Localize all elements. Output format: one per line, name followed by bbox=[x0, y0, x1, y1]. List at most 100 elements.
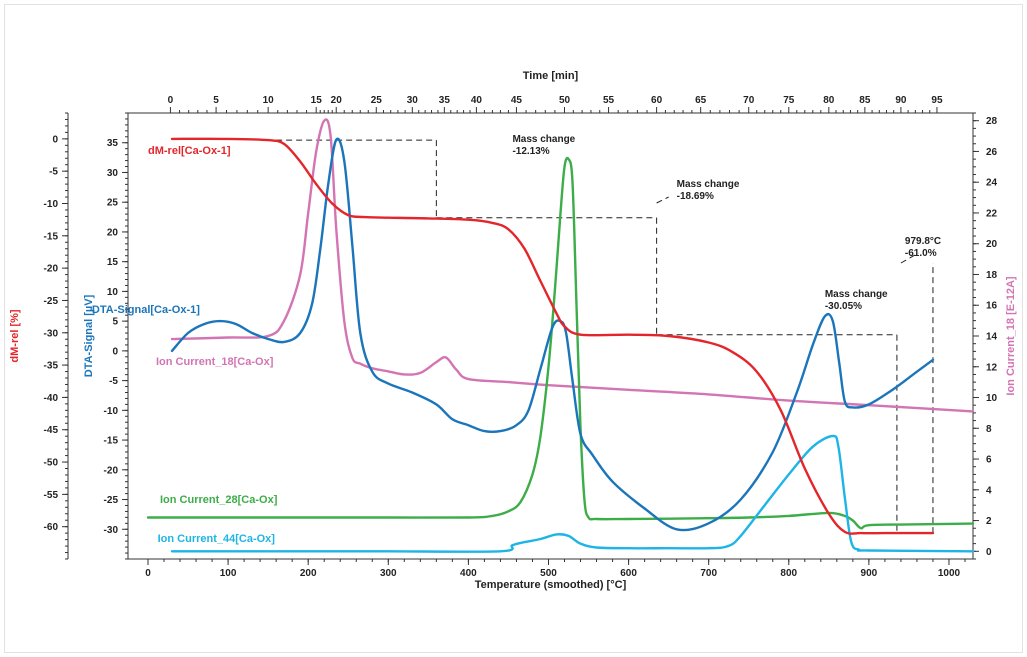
dta-tick-label: 15 bbox=[107, 257, 119, 268]
dm-tick-label: -40 bbox=[44, 393, 59, 404]
series-layer bbox=[146, 118, 975, 553]
chart-frame bbox=[4, 4, 1023, 653]
axes-layer: 0 100 200 300 400 500 600 700 800 900 1000Temperat… bbox=[9, 70, 1017, 591]
dm-tick-label: -5 bbox=[49, 167, 58, 178]
ion-tick-label: 28 bbox=[986, 116, 998, 127]
dm-tick-label: -10 bbox=[44, 199, 59, 210]
dta-tick-label: 25 bbox=[107, 198, 119, 209]
top-tick-label: 25 bbox=[371, 95, 383, 106]
dm-tick-label: -20 bbox=[44, 264, 59, 275]
annotation-line: -61.0% bbox=[905, 248, 937, 259]
ion-tick-label: 12 bbox=[986, 362, 998, 373]
x-tick-label: 200 bbox=[300, 568, 317, 579]
top-tick-label: 65 bbox=[695, 95, 707, 106]
ion-axis-title: Ion Current_18 [E-12A] bbox=[1005, 276, 1017, 396]
ion-tick-label: 10 bbox=[986, 393, 998, 404]
x-tick-label: 700 bbox=[700, 568, 717, 579]
series-label-dm-rel-ca-ox-1: dM-rel[Ca-Ox-1] bbox=[148, 145, 231, 157]
mass-change-guide bbox=[656, 196, 669, 204]
series-line-ion-current-18-ca-ox bbox=[170, 118, 975, 413]
dta-tick-label: -30 bbox=[104, 525, 119, 536]
ion-tick-label: 4 bbox=[986, 485, 992, 496]
top-tick-label: 35 bbox=[439, 95, 451, 106]
ion-tick-label: 20 bbox=[986, 239, 998, 250]
top-axis-title: Time [min] bbox=[523, 70, 579, 82]
mass-change-guide bbox=[900, 252, 919, 264]
ion-tick-label: 26 bbox=[986, 147, 998, 158]
ion-tick-label: 24 bbox=[986, 178, 998, 189]
dta-tick-label: 30 bbox=[107, 168, 119, 179]
ion-tick-label: 22 bbox=[986, 208, 998, 219]
top-tick-label: 5 bbox=[213, 95, 219, 106]
dta-axis-title: DTA-Signal [µV] bbox=[83, 294, 95, 377]
x-tick-label: 0 bbox=[145, 568, 151, 579]
x-tick-label: 1000 bbox=[938, 568, 961, 579]
ion-tick-label: 18 bbox=[986, 270, 998, 281]
dta-tick-label: 0 bbox=[112, 346, 118, 357]
dta-tick-label: 10 bbox=[107, 287, 119, 298]
ion-tick-label: 16 bbox=[986, 301, 998, 312]
dta-tick-label: -5 bbox=[109, 376, 118, 387]
dm-tick-label: 0 bbox=[52, 134, 58, 145]
series-line-ion-current-28-ca-ox bbox=[146, 156, 975, 530]
top-tick-label: 45 bbox=[511, 95, 523, 106]
dta-tick-label: -10 bbox=[104, 406, 119, 417]
dta-tick-label: 35 bbox=[107, 138, 119, 149]
series-line-ion-current-44-ca-ox bbox=[170, 434, 975, 553]
series-line-dm-rel-ca-ox-1 bbox=[170, 137, 935, 535]
ion-tick-label: 8 bbox=[986, 424, 992, 435]
dm-tick-label: -25 bbox=[44, 296, 59, 307]
top-tick-label: 85 bbox=[859, 95, 871, 106]
top-tick-label: 95 bbox=[931, 95, 943, 106]
dta-tick-label: 5 bbox=[112, 317, 118, 328]
series-label-dta-signal-ca-ox-1: DTA-Signal[Ca-Ox-1] bbox=[92, 304, 200, 316]
dta-tick-label: -15 bbox=[104, 436, 119, 447]
x-tick-label: 400 bbox=[460, 568, 477, 579]
x-tick-label: 800 bbox=[780, 568, 797, 579]
x-tick-label: 500 bbox=[540, 568, 557, 579]
annotation-line: Mass change bbox=[677, 179, 740, 190]
dm-tick-label: -55 bbox=[44, 490, 59, 501]
series-line-dta-signal-ca-ox-1 bbox=[170, 137, 935, 532]
dm-tick-label: -35 bbox=[44, 361, 59, 372]
annotation-line: 979.8°C bbox=[905, 236, 941, 247]
labels-layer: Mass change -12.13%Mass change -18.69%Mass… bbox=[92, 134, 941, 545]
top-tick-label: 75 bbox=[783, 95, 795, 106]
annotation-4: 979.8°C -61.0% bbox=[905, 236, 941, 259]
top-tick-label: 20 bbox=[331, 95, 343, 106]
ion-tick-label: 0 bbox=[986, 547, 992, 558]
x-tick-label: 300 bbox=[380, 568, 397, 579]
top-tick-label: 10 bbox=[263, 95, 275, 106]
annotation-1: Mass change -12.13% bbox=[512, 134, 575, 157]
annotation-3: Mass change -30.05% bbox=[825, 289, 888, 312]
dta-tick-label: 20 bbox=[107, 227, 119, 238]
annotation-line: Mass change bbox=[512, 134, 575, 145]
top-tick-label: 40 bbox=[471, 95, 483, 106]
annotation-line: Mass change bbox=[825, 289, 888, 300]
dta-tick-label: -20 bbox=[104, 465, 119, 476]
dta-tick-label: -25 bbox=[104, 495, 119, 506]
top-tick-label: 90 bbox=[895, 95, 907, 106]
top-tick-label: 15 bbox=[311, 95, 323, 106]
top-tick-label: 50 bbox=[559, 95, 571, 106]
dm-tick-label: -15 bbox=[44, 231, 59, 242]
top-tick-label: 60 bbox=[651, 95, 663, 106]
dm-tick-label: -50 bbox=[44, 458, 59, 469]
top-tick-label: 80 bbox=[823, 95, 835, 106]
x-axis-title: Temperature (smoothed) [°C] bbox=[475, 579, 627, 591]
ion-tick-label: 14 bbox=[986, 332, 998, 343]
top-tick-label: 55 bbox=[603, 95, 615, 106]
dm-tick-label: -60 bbox=[44, 522, 59, 533]
x-tick-label: 900 bbox=[861, 568, 878, 579]
ion-tick-label: 6 bbox=[986, 455, 992, 466]
dm-tick-label: -30 bbox=[44, 328, 59, 339]
x-tick-label: 100 bbox=[220, 568, 237, 579]
ion-tick-label: 2 bbox=[986, 516, 992, 527]
annotation-line: -18.69% bbox=[677, 191, 714, 202]
annotation-line: -30.05% bbox=[825, 301, 862, 312]
annotation-line: -12.13% bbox=[512, 146, 549, 157]
series-label-ion-current-18-ca-ox: Ion Current_18[Ca-Ox] bbox=[156, 356, 274, 368]
dm-axis-title: dM-rel [%] bbox=[9, 309, 21, 363]
series-label-ion-current-28-ca-ox: Ion Current_28[Ca-Ox] bbox=[160, 494, 278, 506]
